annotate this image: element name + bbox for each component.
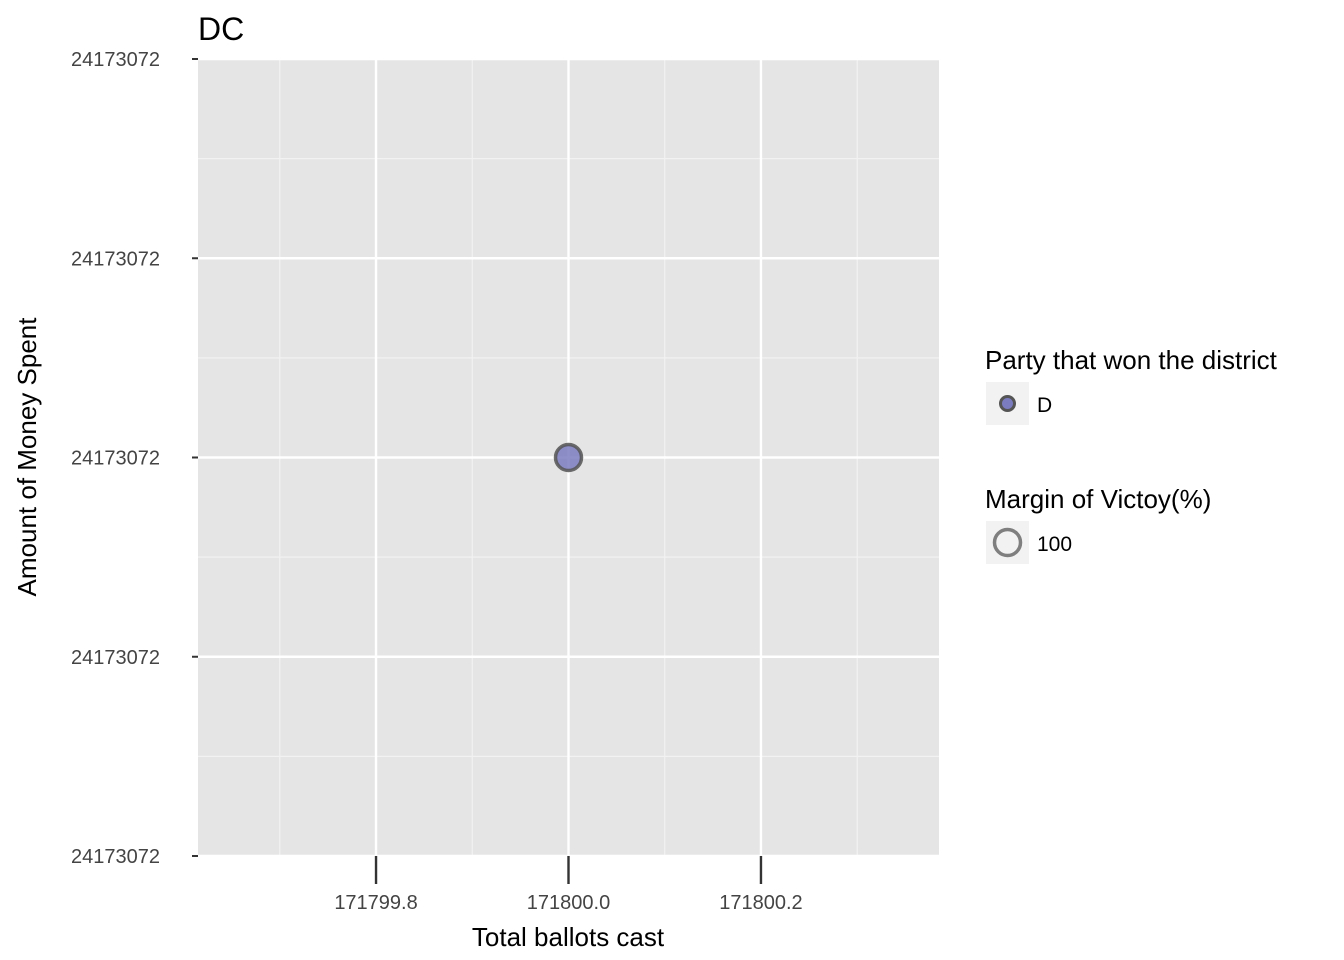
- y-tick-label: 24173072: [71, 846, 160, 868]
- x-axis: 171799.8 171800.0 171800.2: [334, 856, 803, 914]
- legend-margin-title: Margin of Victoy(%): [985, 484, 1211, 514]
- legend-margin-key: [986, 521, 1029, 564]
- x-tick-label: 171800.2: [719, 892, 802, 914]
- data-points: [553, 442, 584, 473]
- y-tick-label: 24173072: [71, 49, 160, 71]
- legend-party-swatch: [999, 395, 1016, 412]
- data-point: [553, 442, 584, 473]
- y-axis: 24173072 24173072 24173072 24173072 24173072: [71, 49, 198, 868]
- x-axis-label: Total ballots cast: [472, 922, 665, 952]
- chart-title: DC: [198, 11, 244, 47]
- legend-party-label: D: [1037, 394, 1052, 417]
- x-tick-label: 171800.0: [527, 892, 610, 914]
- legend-party-title: Party that won the district: [985, 345, 1278, 375]
- legend-margin-label: 100: [1037, 533, 1072, 556]
- legend-margin-swatch: [992, 527, 1023, 558]
- y-tick-label: 24173072: [71, 647, 160, 669]
- y-axis-label: Amount of Money Spent: [12, 317, 42, 597]
- y-tick-label: 24173072: [71, 448, 160, 470]
- x-tick-label: 171799.8: [334, 892, 417, 914]
- legend: Party that won the district D Margin of …: [985, 345, 1278, 564]
- y-tick-label: 24173072: [71, 248, 160, 270]
